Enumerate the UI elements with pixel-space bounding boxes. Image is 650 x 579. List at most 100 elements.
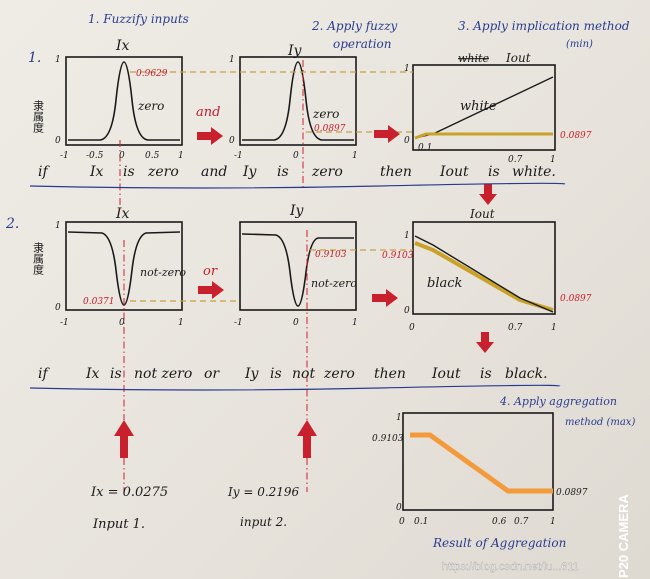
tick-ix1-p05: 0.5 xyxy=(145,151,160,161)
tick-iy2-p1: 1 xyxy=(352,318,358,328)
tick-ix1-m05: -0.5 xyxy=(86,151,104,161)
panel-iy-row1 xyxy=(239,56,357,146)
tick-agg-y0: 0 xyxy=(396,503,402,513)
rule2-if: if xyxy=(38,366,50,382)
tick-io1-1: 1 xyxy=(550,155,556,165)
tick-ix2-m1: -1 xyxy=(60,318,69,328)
tick-ix1-m1: -1 xyxy=(60,151,69,161)
tick-iy1-p1: 1 xyxy=(352,151,358,161)
tick-iy1-0: 0 xyxy=(293,151,299,161)
value-iy-row2: 0.9103 xyxy=(315,250,347,260)
tick-agg-x0: 0 xyxy=(399,517,405,527)
tick-iy1-y1: 1 xyxy=(229,55,235,65)
rule1-white: white. xyxy=(512,164,556,180)
step2-subheader: operation xyxy=(333,37,392,51)
operator-or: or xyxy=(203,264,218,279)
title-iout-row2: Iout xyxy=(469,207,495,221)
rule2-zero: zero xyxy=(323,366,355,382)
ylabel-row2: 隶属度 xyxy=(32,241,45,276)
input-ix-value: Ix = 0.0275 xyxy=(90,485,168,500)
tick-agg-1: 1 xyxy=(550,517,556,527)
panel-ix-row2 xyxy=(65,221,183,311)
curve-iout-black xyxy=(414,235,554,313)
panel-aggregation xyxy=(402,412,554,511)
rule1-iout: Iout xyxy=(439,164,469,180)
tick-agg-01: 0.1 xyxy=(414,517,428,527)
rule2-is-a: is xyxy=(110,366,122,382)
curve-iy-zero xyxy=(242,61,354,141)
tick-ix2-p1: 1 xyxy=(178,318,184,328)
tick-io1-07: 0.7 xyxy=(508,155,523,165)
rule2-then: then xyxy=(374,366,406,382)
title-white-strike: white xyxy=(458,52,489,65)
tick-io2-y0: 0 xyxy=(404,306,410,316)
rule1-and: and xyxy=(201,164,227,180)
step1-header: 1. Fuzzify inputs xyxy=(88,12,189,26)
label-white: white xyxy=(460,99,497,114)
title-iy-row1: Iy xyxy=(287,43,303,59)
tick-iy1-m1: -1 xyxy=(234,151,243,161)
tick-io2-y1: 1 xyxy=(404,231,410,241)
rule2-ix: Ix xyxy=(85,366,100,382)
arrow-right-icon xyxy=(372,289,398,307)
rule1-iy: Iy xyxy=(242,164,258,180)
arrow-up-icon xyxy=(114,420,134,458)
title-ix-row1: Ix xyxy=(115,38,130,54)
arrow-right-icon xyxy=(198,281,224,299)
result-label: Result of Aggregation xyxy=(432,536,566,550)
tick-io2-1: 1 xyxy=(551,323,557,333)
rule2-underline xyxy=(29,384,561,391)
label-notzero-iy: not-zero xyxy=(311,277,357,290)
rule1-if: if xyxy=(38,164,50,180)
value-ix-row2: 0.0371 xyxy=(83,297,115,307)
rule2-is-c: is xyxy=(480,366,492,382)
camera-watermark: P20 CAMERA xyxy=(616,494,631,578)
watermark-url: https://blog.csdn.net/lu...611 xyxy=(442,561,579,573)
panel-iout-row2 xyxy=(412,221,556,315)
arrow-down-icon xyxy=(479,184,497,205)
operator-and: and xyxy=(196,105,220,120)
rule1-is-b: is xyxy=(277,164,289,180)
rule2-iy: Iy xyxy=(244,366,260,382)
tick-ix2-y0: 0 xyxy=(55,303,61,313)
title-ix-row2: Ix xyxy=(115,206,130,222)
label-zero-ix: zero xyxy=(137,99,164,113)
tick-ix1-p1: 1 xyxy=(178,151,184,161)
rule1-then: then xyxy=(380,164,412,180)
rule1-underline xyxy=(29,182,566,189)
tick-agg-06: 0.6 xyxy=(492,517,507,527)
rule1-zero-a: zero xyxy=(147,164,179,180)
rule2-notzero: not zero xyxy=(134,366,192,382)
arrow-right-icon xyxy=(197,127,223,145)
rule2-is-b: is xyxy=(270,366,282,382)
tick-agg-y1: 1 xyxy=(396,413,402,423)
arrow-right-icon xyxy=(374,125,400,143)
rule2-number: 2. xyxy=(5,216,19,232)
tick-ix1-y1: 1 xyxy=(55,55,61,65)
step3-subheader: (min) xyxy=(566,39,593,50)
step4-header: 4. Apply aggregation xyxy=(499,395,617,408)
rule1-is-c: is xyxy=(488,164,500,180)
value-iout-row2-low: 0.0897 xyxy=(560,294,592,304)
input-iy-value: Iy = 0.2196 xyxy=(227,485,300,499)
input1-label: Input 1. xyxy=(92,517,145,532)
step3-header: 3. Apply implication method xyxy=(458,19,630,33)
panel-iout-row1 xyxy=(412,64,556,151)
tick-io1-y1: 1 xyxy=(404,64,410,74)
title-iout-row1: Iout xyxy=(505,51,531,65)
rule2-black: black. xyxy=(505,366,548,382)
value-iy-row1: 0.0897 xyxy=(314,124,346,134)
label-black: black xyxy=(427,276,463,291)
step2-header: 2. Apply fuzzy xyxy=(311,19,398,33)
tick-iy2-0: 0 xyxy=(293,318,299,328)
curve-iout-white-clipped xyxy=(414,132,553,140)
value-iout-row1: 0.0897 xyxy=(560,131,592,141)
rule1-zero-b: zero xyxy=(311,164,343,180)
curve-iy-notzero xyxy=(241,233,354,307)
curve-aggregation xyxy=(410,432,553,494)
tick-iy2-m1: -1 xyxy=(234,318,243,328)
title-iy-row2: Iy xyxy=(289,203,305,219)
label-zero-iy: zero xyxy=(312,107,339,121)
tick-ix1-y0: 0 xyxy=(55,136,61,146)
